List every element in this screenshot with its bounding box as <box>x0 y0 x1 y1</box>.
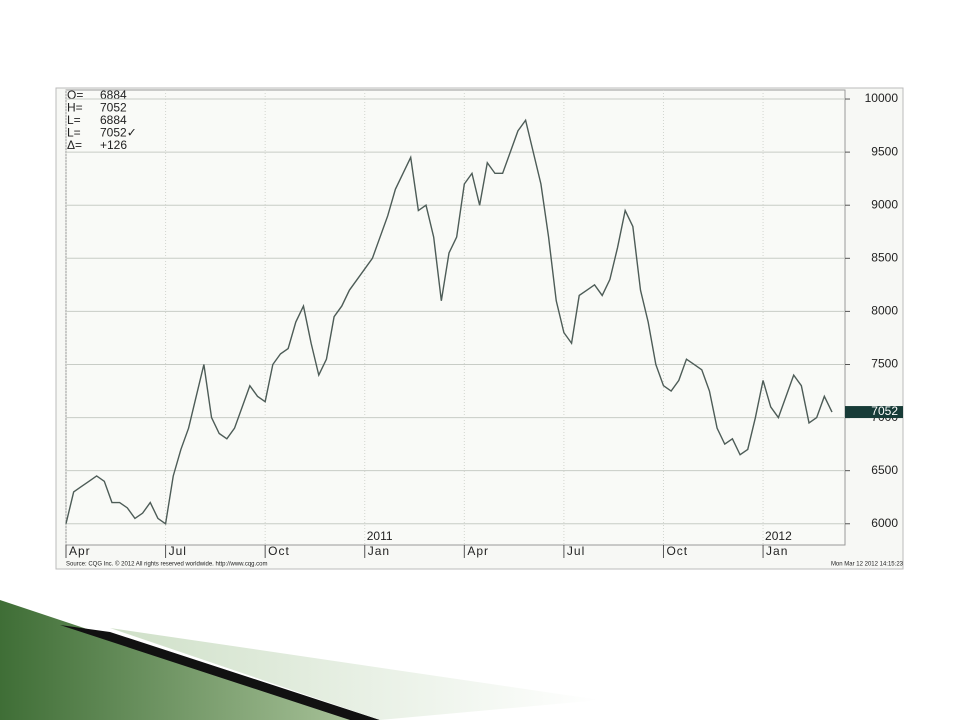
decor-swoosh-light <box>110 628 600 720</box>
x-tick-label: Jul <box>567 544 585 558</box>
info-label: H= <box>67 101 83 115</box>
y-tick-label: 6500 <box>871 463 898 477</box>
timestamp: Mon Mar 12 2012 14:15:23 <box>831 562 904 568</box>
y-tick-label: 7500 <box>871 357 898 371</box>
y-tick-label: 6000 <box>871 516 898 530</box>
x-tick-label: Jan <box>766 544 788 558</box>
x-tick-label: Apr <box>69 544 91 558</box>
price-line <box>65 118 833 525</box>
info-label: L= <box>67 113 81 127</box>
last-price-label: 7052 <box>871 404 898 418</box>
info-value: 7052 <box>100 101 127 115</box>
last-price-flag <box>845 406 903 419</box>
x-tick-label: Oct <box>666 544 688 558</box>
year-label: 2011 <box>367 529 393 543</box>
info-label: Δ= <box>67 138 82 152</box>
info-value: 6884 <box>100 113 127 127</box>
decor-swoosh-dark <box>60 625 380 720</box>
info-label: L= <box>67 126 81 140</box>
plot-area <box>65 89 846 546</box>
y-tick-label: 8000 <box>871 304 898 318</box>
year-label: 2012 <box>765 529 792 543</box>
info-value: 7052✓ <box>100 126 137 140</box>
y-tick-label: 8500 <box>871 250 898 264</box>
y-tick-label: 10000 <box>865 91 899 105</box>
source-note: Source: CQG Inc. © 2012 All rights reser… <box>66 561 268 568</box>
x-tick-label: Oct <box>268 544 290 558</box>
info-value: +126 <box>100 138 127 152</box>
x-tick-label: Apr <box>467 544 489 558</box>
x-tick-label: Jan <box>368 544 390 558</box>
y-tick-label: 9500 <box>871 144 898 158</box>
y-tick-label: 9000 <box>871 197 898 211</box>
x-tick-label: Jul <box>169 544 187 558</box>
